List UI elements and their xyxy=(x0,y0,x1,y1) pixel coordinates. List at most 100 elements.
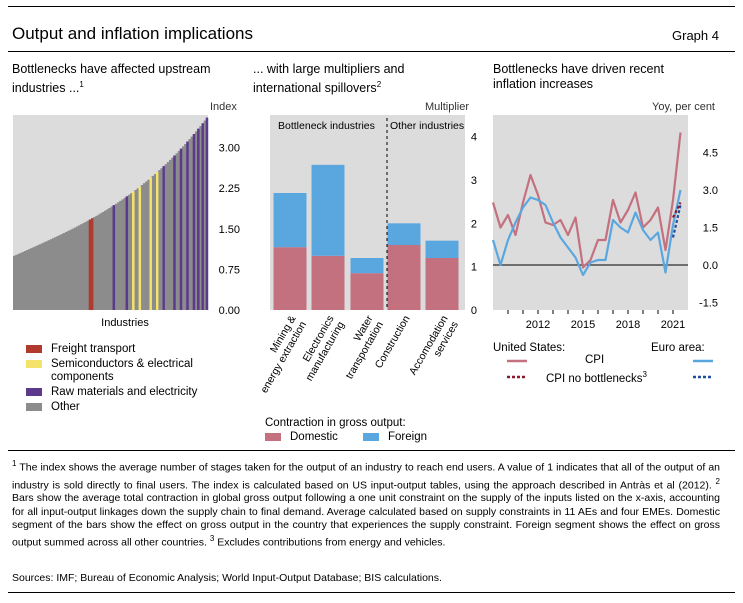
legend-foreign-swatch xyxy=(363,433,379,441)
industry-bar xyxy=(153,174,157,310)
top-rule xyxy=(8,6,735,7)
industry-bar xyxy=(34,246,38,310)
industry-bar xyxy=(69,229,72,310)
panel2-legend-title: Contraction in gross output: xyxy=(265,417,406,429)
industry-bar xyxy=(101,211,105,310)
panel1-yticks: 0.00 0.75 1.50 2.25 3.00 xyxy=(219,143,240,318)
industry-bar xyxy=(28,249,31,310)
title-rule xyxy=(8,51,735,52)
panel2-category-label: Accomodationservices xyxy=(407,313,461,383)
panel3-ytick: -1.5 xyxy=(699,298,718,310)
multiplier-bar-foreign xyxy=(273,193,307,248)
panel3-ytick: 0.0 xyxy=(703,260,718,272)
panel2-category-label: Mining &energy extraction xyxy=(250,313,309,395)
industry-bar xyxy=(195,131,198,310)
panel3-ytick: 4.5 xyxy=(703,148,718,160)
industry-bar xyxy=(188,139,191,310)
panel3-ytick: 3.0 xyxy=(703,185,718,197)
multiplier-bar-domestic xyxy=(387,245,421,310)
panel1-ytick: 3.00 xyxy=(219,143,240,155)
industry-bar xyxy=(145,181,148,310)
multiplier-bar-domestic xyxy=(350,273,384,310)
legend-semiconductors: Semiconductors & electrical components xyxy=(26,358,193,384)
industry-bar xyxy=(67,230,70,310)
legend-raw-materials: Raw materials and electricity xyxy=(26,386,197,399)
legend-raw-materials-label: Raw materials and electricity xyxy=(51,386,198,398)
legend-semiconductors-swatch xyxy=(26,360,42,368)
highlighted-industry-bar xyxy=(88,219,92,310)
multiplier-bar-foreign xyxy=(311,164,345,256)
legend-other-swatch xyxy=(26,403,42,411)
industry-bar xyxy=(121,199,124,310)
series-line-3 xyxy=(671,204,682,238)
legend-freight: Freight transport xyxy=(26,343,135,356)
industry-bar xyxy=(123,197,126,310)
industry-bar xyxy=(184,143,187,310)
industry-bar xyxy=(130,193,133,310)
highlighted-industry-bar xyxy=(173,155,176,310)
legend-cpi-label: CPI xyxy=(585,354,605,366)
highlighted-industry-bar xyxy=(91,218,94,310)
highlighted-industry-bar xyxy=(156,172,159,310)
industry-bar xyxy=(26,250,29,310)
footnote-1: The index shows the average number of st… xyxy=(12,461,720,492)
industry-bar xyxy=(62,233,66,310)
panel2-ytick: 0 xyxy=(471,305,477,317)
panel2-ytick: 4 xyxy=(471,132,477,144)
industry-bar xyxy=(82,223,85,310)
industry-bar xyxy=(36,245,40,310)
panel2-title-footnote: 2 xyxy=(376,80,382,89)
panel3-title-line2: inflation increases xyxy=(493,77,594,91)
legend-semiconductors-label: Semiconductors & electrical xyxy=(51,358,193,370)
industry-bar xyxy=(177,151,181,310)
industry-bar xyxy=(15,254,18,310)
panel2-group-left: Bottleneck industries xyxy=(278,120,375,132)
legend-other-label: Other xyxy=(51,401,80,413)
legend-freight-label: Freight transport xyxy=(51,343,136,355)
industry-bar xyxy=(110,206,113,310)
panel3-legend-lines xyxy=(507,359,713,379)
highlighted-industry-bar xyxy=(138,186,142,310)
notes-rule xyxy=(8,450,735,451)
panel2-ytick: 1 xyxy=(471,262,477,274)
panel1-title-line2: industries ... xyxy=(12,81,80,96)
legend-us-header: United States: xyxy=(493,342,566,354)
panel3-xticks: 2012 2015 2018 2021 xyxy=(507,310,685,331)
panel2-chart: Bottleneck industries Other industries 0… xyxy=(250,115,477,395)
industry-bar xyxy=(93,217,96,310)
footnotes: 1 The index shows the average number of … xyxy=(12,457,720,550)
industry-bar xyxy=(75,226,79,310)
page-title: Output and inflation implications xyxy=(12,24,253,43)
panel3-yticks: -1.5 0.0 1.5 3.0 4.5 xyxy=(699,148,718,310)
legend-domestic-label: Domestic xyxy=(290,431,338,443)
panel1-ytick: 0.00 xyxy=(219,305,240,317)
panel1-ytick: 1.50 xyxy=(219,224,240,236)
panel2-unit: Multiplier xyxy=(425,101,470,113)
industry-bar xyxy=(19,252,22,310)
industry-bar xyxy=(134,190,137,310)
legend-domestic: Domestic xyxy=(265,431,338,444)
panel2-title-line1: ... with large multipliers and xyxy=(253,62,405,76)
footnote-1-marker: 1 xyxy=(12,459,17,468)
legend-other: Other xyxy=(26,401,80,414)
industry-bar xyxy=(95,215,98,310)
industry-bar xyxy=(56,236,59,310)
panel3-chart: -1.5 0.0 1.5 3.0 4.5 2012 2015 2018 2021 xyxy=(491,115,718,331)
highlighted-industry-bar xyxy=(149,177,152,310)
panel2-category-labels: Mining &energy extractionElectronicsmanu… xyxy=(250,313,461,395)
panel1-xlabel: Industries xyxy=(101,317,149,327)
industry-bar xyxy=(158,170,161,310)
industry-bar xyxy=(52,238,55,310)
highlighted-industry-bar xyxy=(201,123,204,310)
multiplier-bar-domestic xyxy=(425,258,459,310)
industry-bar xyxy=(164,164,168,310)
series-line-1 xyxy=(672,202,682,218)
footnote-2: Bars show the average total contraction … xyxy=(12,492,720,549)
industry-bar xyxy=(160,168,163,310)
industry-bar xyxy=(171,157,174,310)
panel3-lines xyxy=(491,132,688,277)
legend-foreign: Foreign xyxy=(363,431,427,444)
industry-bar xyxy=(127,194,131,310)
industry-bar xyxy=(13,255,16,310)
industry-bar xyxy=(23,251,27,310)
